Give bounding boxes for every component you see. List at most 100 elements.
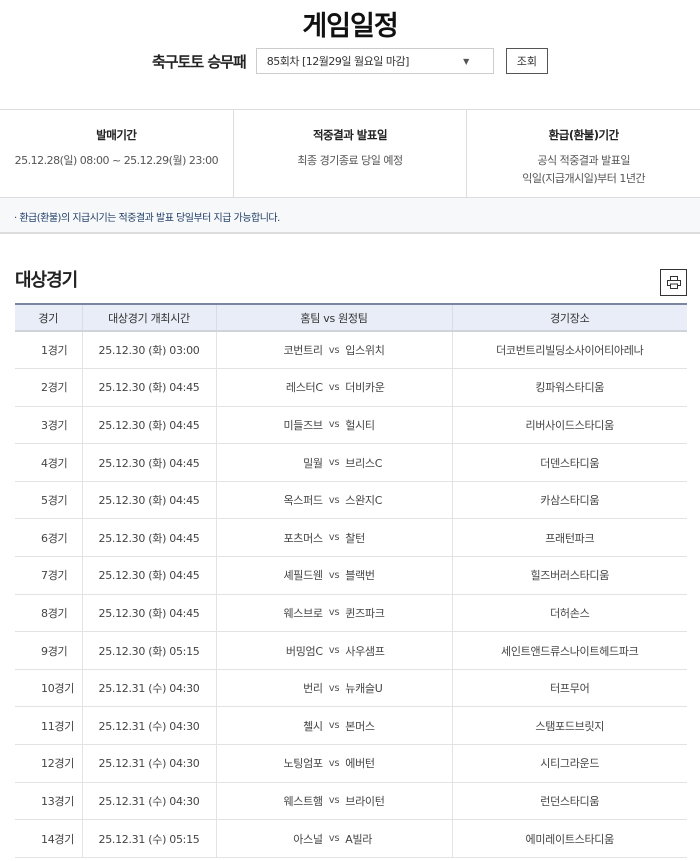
away-team: 스완지C xyxy=(345,494,383,508)
venue: 카삼스타디움 xyxy=(452,481,687,520)
info-panel: 발매기간 25.12.28(일) 08:00 ~ 25.12.29(월) 23:… xyxy=(0,109,700,198)
away-team: 에버턴 xyxy=(345,757,375,771)
home-team: 미들즈브 xyxy=(283,418,323,432)
match-teams: 레스터C vs 더비카운 xyxy=(216,368,453,407)
printer-icon xyxy=(666,276,681,289)
refund-period: 환급(환불)기간 공식 적중결과 발표일 익일(지급개시일)부터 1년간 xyxy=(467,110,700,198)
away-team: 사우샘프 xyxy=(345,644,385,658)
match-teams: 버밍엄C vs 사우샘프 xyxy=(216,631,453,670)
venue: 킹파워스타디움 xyxy=(452,368,687,407)
round-select[interactable]: 85회차 [12월29일 월요일 마감] ▼ xyxy=(255,48,494,74)
home-team: 번리 xyxy=(303,682,323,696)
match-time: 25.12.30 (화) 04:45 xyxy=(82,406,217,445)
table-header: 경기 대상경기 개최시간 홈팀 vs 원정팀 경기장소 xyxy=(15,304,687,331)
round-select-value: 85회차 [12월29일 월요일 마감] xyxy=(266,55,410,68)
match-number: 9경기 xyxy=(15,631,83,670)
venue: 런던스타디움 xyxy=(452,782,687,821)
match-number: 11경기 xyxy=(15,706,83,746)
home-team: 코번트리 xyxy=(283,344,323,358)
vs-label: vs xyxy=(328,381,340,393)
home-team: 첼시 xyxy=(303,719,323,733)
match-teams: 번리 vs 뉴캐슬U xyxy=(216,669,453,708)
table-row: 13경기 25.12.31 (수) 04:30 웨스트햄 vs 브라이턴 런던스타디… xyxy=(15,782,687,821)
table-row: 10경기 25.12.31 (수) 04:30 번리 vs 뉴캐슬U 터프무어 xyxy=(15,669,687,708)
venue: 에미레이트스타디움 xyxy=(452,819,687,858)
search-button[interactable]: 조회 xyxy=(505,48,549,74)
away-team: 더비카운 xyxy=(345,381,385,395)
venue: 힐즈버러스타디움 xyxy=(452,556,687,595)
match-teams: 셰필드웬 vs 블랙번 xyxy=(216,556,453,595)
away-team: 브리스C xyxy=(345,456,383,470)
match-time: 25.12.31 (수) 04:30 xyxy=(82,744,217,783)
match-time: 25.12.30 (화) 04:45 xyxy=(82,443,217,482)
info-heading: 발매기간 xyxy=(96,128,137,142)
away-team: 본머스 xyxy=(345,719,375,733)
refund-notice: · 환급(환불)의 지급시기는 적중결과 발표 당일부터 지급 가능합니다. xyxy=(0,197,700,234)
home-team: 웨스트햄 xyxy=(283,794,323,808)
venue: 프래턴파크 xyxy=(452,518,687,558)
match-time: 25.12.30 (화) 04:45 xyxy=(82,368,217,407)
match-table: 경기 대상경기 개최시간 홈팀 vs 원정팀 경기장소 1경기 25.12.30… xyxy=(15,303,687,858)
away-team: 블랙번 xyxy=(345,569,375,583)
match-time: 25.12.30 (화) 04:45 xyxy=(82,481,217,520)
table-row: 7경기 25.12.30 (화) 04:45 셰필드웬 vs 블랙번 힐즈버러스타디… xyxy=(15,556,687,595)
caret-down-icon: ▼ xyxy=(463,56,469,66)
vs-label: vs xyxy=(328,795,340,807)
match-number: 2경기 xyxy=(15,368,83,407)
col-header: 경기 xyxy=(15,304,83,331)
match-number: 10경기 xyxy=(15,669,83,708)
vs-label: vs xyxy=(328,344,340,356)
match-number: 14경기 xyxy=(15,819,83,858)
round-selector-bar: 축구토토 승무패 85회차 [12월29일 월요일 마감] ▼ 조회 xyxy=(0,48,700,74)
vs-label: vs xyxy=(328,682,340,694)
section-title: 대상경기 xyxy=(15,270,78,291)
table-row: 2경기 25.12.30 (화) 04:45 레스터C vs 더비카운 킹파워스타디… xyxy=(15,368,687,407)
match-number: 13경기 xyxy=(15,782,83,821)
away-team: A빌라 xyxy=(345,832,373,846)
match-number: 7경기 xyxy=(15,556,83,595)
venue: 더코번트리빌딩소사이어티아레나 xyxy=(452,331,687,370)
vs-label: vs xyxy=(328,419,340,431)
vs-label: vs xyxy=(328,569,340,581)
match-teams: 옥스퍼드 vs 스완지C xyxy=(216,481,453,520)
match-time: 25.12.30 (화) 04:45 xyxy=(82,594,217,633)
venue: 세인트앤드류스나이트헤드파크 xyxy=(452,631,687,670)
match-number: 1경기 xyxy=(15,331,83,370)
home-team: 레스터C xyxy=(285,381,323,395)
away-team: 찰턴 xyxy=(345,531,365,545)
col-header: 대상경기 개최시간 xyxy=(82,304,217,331)
away-team: 입스위치 xyxy=(345,344,385,358)
home-team: 웨스브로 xyxy=(283,606,323,620)
table-row: 11경기 25.12.31 (수) 04:30 첼시 vs 본머스 스탬포드브릿지 xyxy=(15,706,687,746)
result-date: 적중결과 발표일 최종 경기종료 당일 예정 xyxy=(234,110,468,198)
sale-period: 발매기간 25.12.28(일) 08:00 ~ 25.12.29(월) 23:… xyxy=(0,110,234,198)
venue: 더덴스타디움 xyxy=(452,443,687,482)
table-row: 5경기 25.12.30 (화) 04:45 옥스퍼드 vs 스완지C 카삼스타디움 xyxy=(15,481,687,520)
home-team: 밀월 xyxy=(303,456,323,470)
away-team: 뉴캐슬U xyxy=(345,682,383,696)
match-teams: 포츠머스 vs 찰턴 xyxy=(216,518,453,558)
table-row: 8경기 25.12.30 (화) 04:45 웨스브로 vs 퀸즈파크 더허손스 xyxy=(15,594,687,633)
print-button[interactable] xyxy=(660,269,687,296)
away-team: 브라이턴 xyxy=(345,794,385,808)
away-team: 헐시티 xyxy=(345,418,375,432)
match-teams: 웨스트햄 vs 브라이턴 xyxy=(216,782,453,821)
game-type-label: 축구토토 승무패 xyxy=(151,52,247,71)
match-number: 4경기 xyxy=(15,443,83,482)
info-heading: 적중결과 발표일 xyxy=(312,128,388,142)
vs-label: vs xyxy=(328,457,340,469)
away-team: 퀸즈파크 xyxy=(345,606,385,620)
home-team: 아스널 xyxy=(293,832,323,846)
vs-label: vs xyxy=(328,532,340,544)
col-header: 경기장소 xyxy=(550,311,590,325)
match-number: 8경기 xyxy=(15,594,83,633)
match-time: 25.12.30 (화) 03:00 xyxy=(82,331,217,370)
table-row: 12경기 25.12.31 (수) 04:30 노팅엄포 vs 에버턴 시티그라운드 xyxy=(15,744,687,783)
home-team: 버밍엄C xyxy=(285,644,323,658)
info-value: 25.12.28(일) 08:00 ~ 25.12.29(월) 23:00 xyxy=(14,154,219,167)
info-heading: 환급(환불)기간 xyxy=(548,128,619,142)
table-row: 14경기 25.12.31 (수) 05:15 아스널 vs A빌라 에미레이트스타… xyxy=(15,819,687,858)
venue: 시티그라운드 xyxy=(452,744,687,783)
vs-label: vs xyxy=(328,720,340,732)
match-time: 25.12.31 (수) 04:30 xyxy=(82,706,217,746)
